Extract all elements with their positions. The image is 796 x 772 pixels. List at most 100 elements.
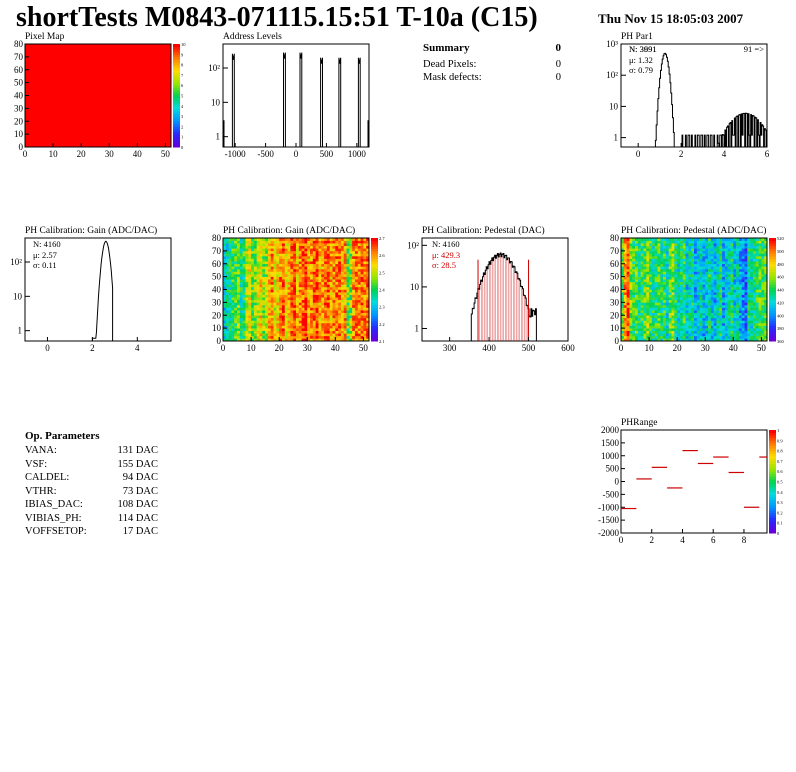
- map-cell: [722, 279, 726, 283]
- map-cell: [290, 330, 294, 334]
- map-cell: [744, 304, 748, 308]
- map-cell: [727, 292, 731, 295]
- map-cell: [298, 279, 302, 283]
- y-tick-label: 20: [610, 310, 620, 320]
- map-cell: [646, 274, 650, 277]
- map-cell: [332, 335, 336, 339]
- map-cell: [623, 312, 627, 316]
- map-cell: [225, 284, 229, 288]
- map-cell: [223, 299, 227, 303]
- map-cell: [747, 286, 751, 290]
- map-cell: [730, 322, 734, 326]
- map-cell: [279, 256, 283, 259]
- map-cell: [651, 335, 655, 339]
- map-cell: [262, 325, 266, 329]
- map-cell: [657, 335, 661, 339]
- map-cell: [722, 294, 726, 298]
- map-cell: [752, 315, 757, 319]
- map-cell: [685, 294, 689, 298]
- map-cell: [646, 320, 650, 324]
- colorbar-cell: [769, 522, 776, 526]
- map-cell: [296, 284, 300, 288]
- map-cell: [293, 325, 297, 329]
- map-cell: [225, 338, 229, 342]
- map-cell: [366, 263, 370, 267]
- map-cell: [677, 245, 681, 249]
- map-cell: [637, 263, 641, 267]
- map-cell: [657, 312, 661, 316]
- map-cell: [665, 240, 670, 244]
- map-cell: [623, 256, 627, 259]
- map-cell: [352, 333, 356, 337]
- map-cell: [301, 304, 305, 308]
- map-cell: [259, 317, 263, 321]
- map-cell: [284, 279, 288, 283]
- map-cell: [755, 289, 759, 293]
- map-cell: [332, 333, 336, 337]
- map-cell: [727, 261, 731, 265]
- map-cell: [290, 325, 294, 329]
- map-cell: [338, 276, 342, 280]
- map-cell: [629, 333, 633, 337]
- map-cell: [242, 238, 246, 241]
- map-cell: [691, 266, 695, 270]
- map-cell: [228, 302, 232, 306]
- map-cell: [722, 307, 726, 311]
- map-cell: [318, 312, 322, 316]
- map-cell: [635, 315, 639, 319]
- colorbar-cell: [769, 302, 776, 306]
- map-cell: [304, 253, 308, 257]
- map-cell: [259, 322, 263, 326]
- map-cell: [640, 263, 644, 267]
- map-cell: [352, 292, 356, 295]
- map-cell: [629, 238, 633, 241]
- map-cell: [315, 268, 319, 272]
- map-cell: [281, 253, 286, 257]
- map-cell: [668, 286, 672, 290]
- map-cell: [691, 302, 695, 306]
- map-cell: [225, 299, 229, 303]
- x-tick-label: 50: [359, 343, 369, 353]
- map-cell: [239, 333, 243, 337]
- map-cell: [228, 268, 232, 272]
- map-cell: [629, 297, 633, 301]
- map-cell: [699, 271, 703, 275]
- map-cell: [287, 266, 291, 270]
- map-cell: [677, 322, 681, 326]
- map-cell: [637, 261, 641, 265]
- map-cell: [346, 307, 350, 311]
- map-cell: [321, 243, 325, 247]
- map-cell: [626, 304, 630, 308]
- map-cell: [626, 289, 630, 293]
- map-cell: [660, 335, 664, 339]
- map-cell: [682, 279, 686, 283]
- map-cell: [318, 253, 322, 257]
- map-cell: [338, 266, 342, 270]
- map-cell: [691, 281, 695, 285]
- map-cell: [340, 250, 345, 254]
- map-cell: [312, 258, 316, 262]
- map-cell: [262, 338, 266, 342]
- map-cell: [349, 266, 353, 270]
- map-cell: [761, 292, 765, 295]
- map-cell: [694, 245, 698, 249]
- map-cell: [651, 292, 655, 295]
- map-cell: [338, 245, 342, 249]
- map-cell: [623, 333, 627, 337]
- map-cell: [761, 258, 765, 262]
- map-cell: [225, 325, 229, 329]
- map-cell: [251, 294, 255, 298]
- map-cell: [713, 294, 717, 298]
- map-cell: [237, 279, 241, 283]
- map-cell: [758, 312, 762, 316]
- map-cell: [256, 245, 260, 249]
- map-cell: [702, 317, 706, 321]
- map-cell: [744, 328, 748, 331]
- map-cell: [298, 299, 302, 303]
- map-cell: [733, 289, 737, 293]
- map-cell: [758, 250, 762, 254]
- map-cell: [265, 317, 269, 321]
- map-cell: [262, 322, 266, 326]
- map-cell: [727, 266, 731, 270]
- map-cell: [736, 256, 740, 259]
